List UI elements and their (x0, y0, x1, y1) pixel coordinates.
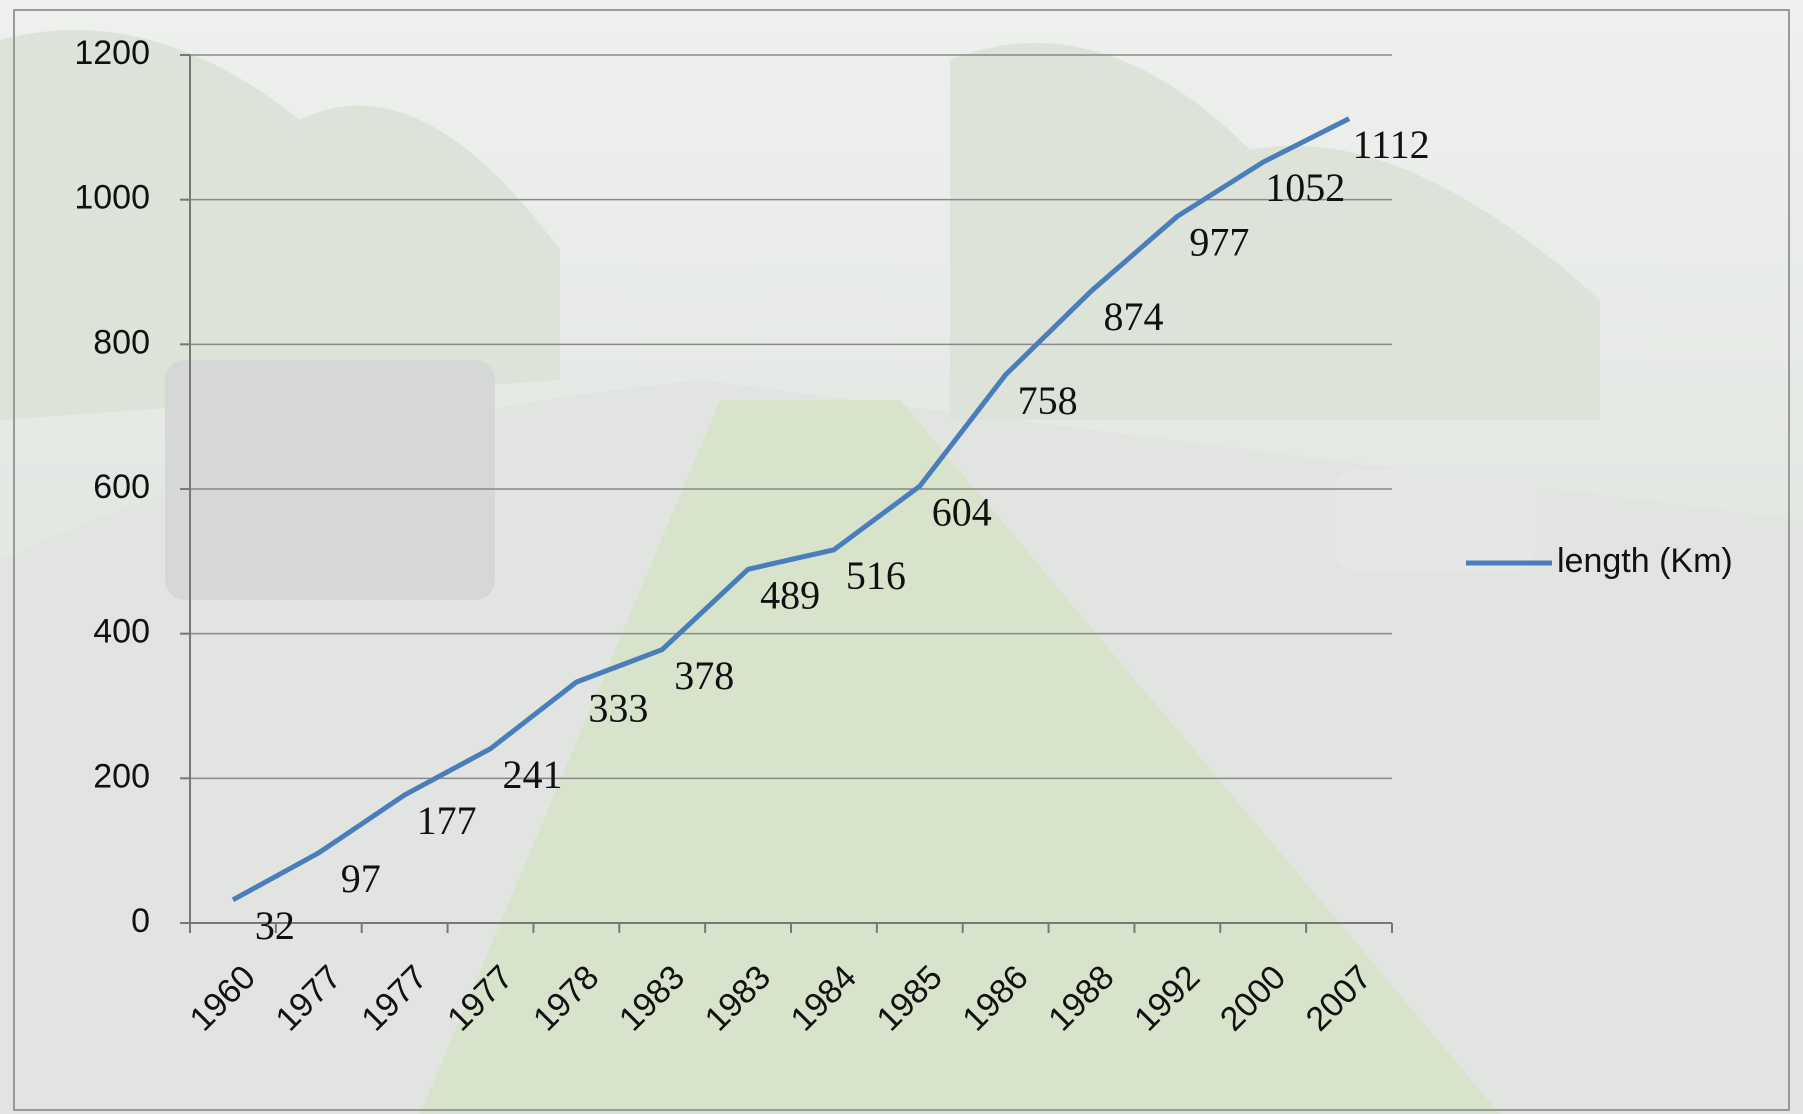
y-tick-label: 1200 (74, 34, 150, 72)
background-trees (950, 42, 1600, 420)
y-tick-label: 600 (93, 468, 150, 506)
data-label: 489 (760, 572, 820, 617)
data-label: 1112 (1353, 122, 1430, 167)
data-label: 378 (674, 653, 734, 698)
background-trees (0, 30, 560, 420)
data-label: 874 (1104, 294, 1164, 339)
y-tick-label: 800 (93, 323, 150, 361)
legend-label: length (Km) (1557, 542, 1733, 580)
data-label: 333 (588, 685, 648, 730)
y-tick-label: 0 (131, 902, 150, 940)
data-label: 516 (846, 553, 906, 598)
line (231, 116, 1351, 903)
data-label: 604 (932, 489, 992, 534)
background-car (1335, 470, 1535, 570)
y-tick-label: 1000 (74, 179, 150, 217)
data-label: 977 (1189, 219, 1249, 264)
background-grass (420, 400, 1500, 1114)
data-label: 177 (417, 798, 477, 843)
data-label: 1052 (1265, 165, 1345, 210)
data-label: 758 (1018, 378, 1078, 423)
frame (13, 9, 1790, 1111)
data-label: 97 (341, 856, 381, 901)
y-tick-label: 200 (93, 757, 150, 795)
data-label: 241 (503, 752, 563, 797)
background-car (165, 360, 495, 600)
data-label: 32 (255, 903, 295, 948)
y-tick-label: 400 (93, 613, 150, 651)
